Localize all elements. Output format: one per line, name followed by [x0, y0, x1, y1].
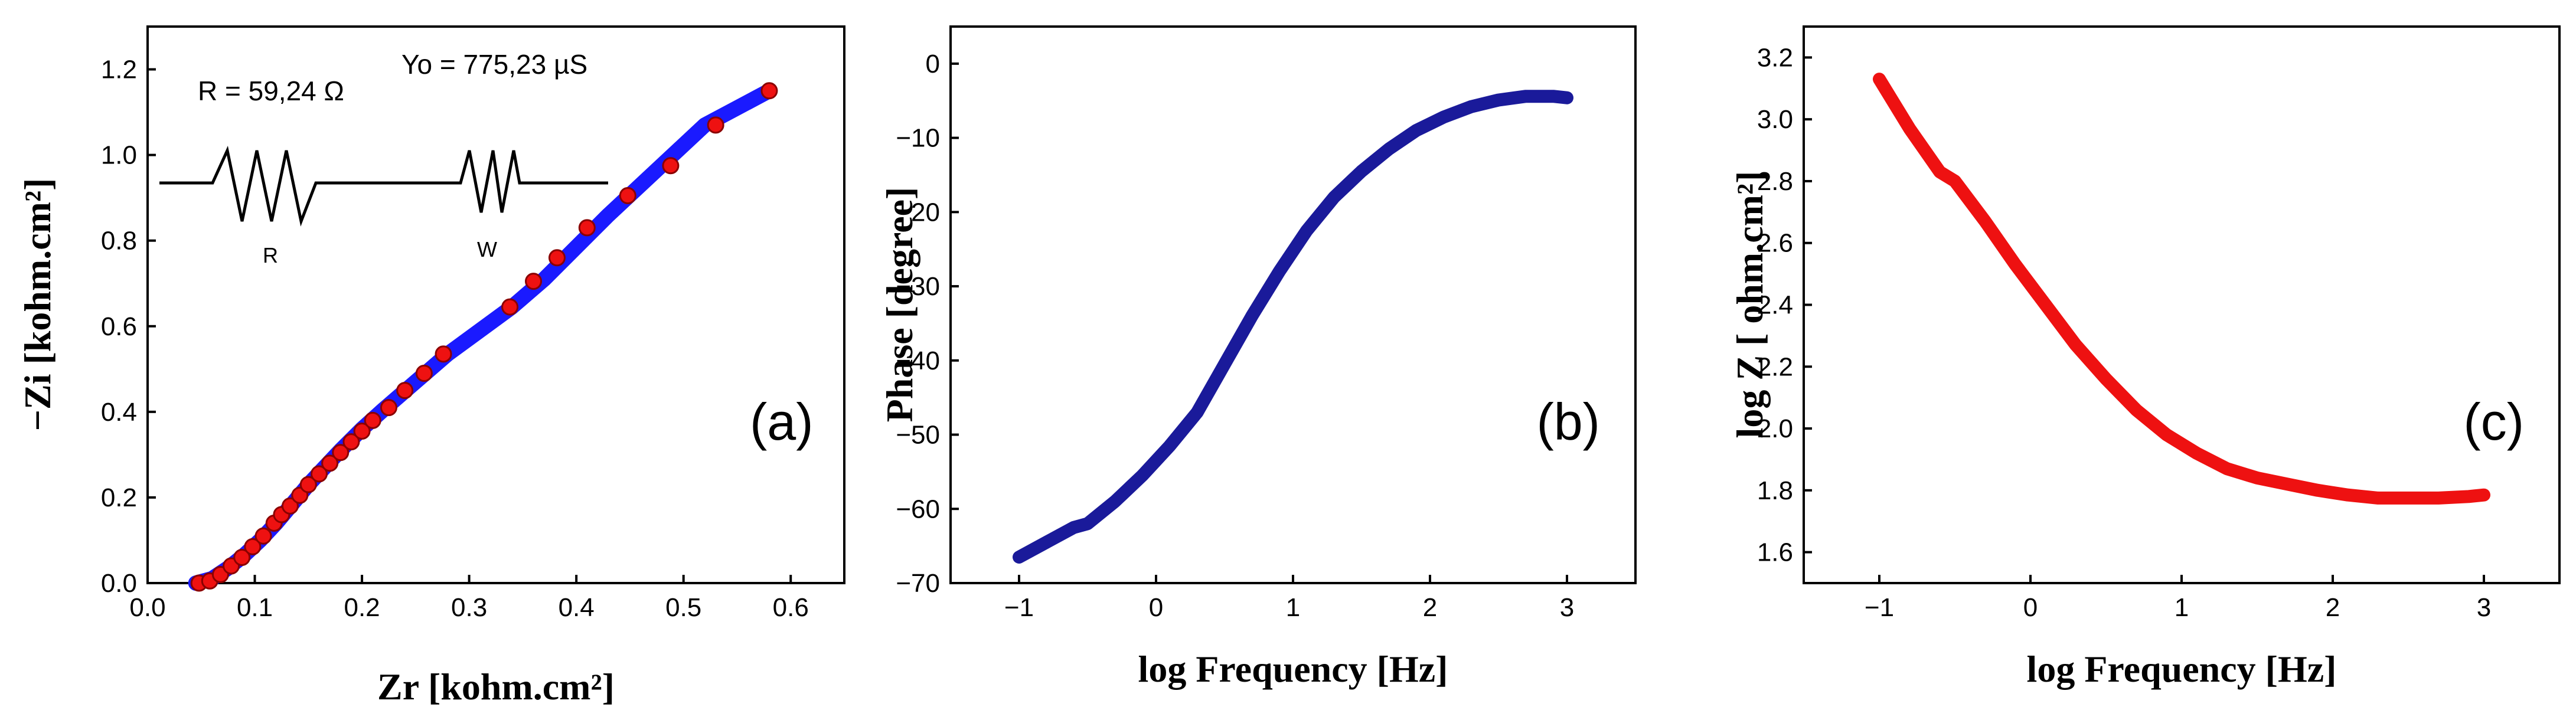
x-tick-label-b: −1	[1004, 593, 1034, 622]
y-tick-label-c: 3.0	[1757, 105, 1793, 134]
y-tick-label-c: 2.4	[1757, 291, 1793, 320]
data-point-experimental	[353, 422, 371, 440]
data-point-experimental	[525, 273, 543, 290]
y-tick-label-b: −20	[896, 198, 940, 227]
panel-c: −1 0 1 2 3 1.6 1.8 2.0 2.2 2.4 2.6 2.8 3.0 3.2 (c) lo…	[1729, 25, 2561, 690]
y-axis-title-b: Phase [degree]	[879, 187, 920, 423]
inset-w-label: W	[477, 237, 497, 261]
y-axis-title-c: log Z [ ohm.cm²]	[1729, 171, 1771, 438]
data-point-experimental	[501, 298, 519, 316]
data-point-experimental	[415, 365, 433, 382]
plot-frame-b	[949, 25, 1637, 584]
x-tick-label-b: 0	[1149, 593, 1163, 622]
x-tick-label-a: 0.0	[129, 593, 165, 622]
axis-ticks-b: −1 0 1 2 3−70−60−50−40−30−20−100	[896, 50, 1574, 622]
data-point-experimental	[332, 444, 350, 462]
data-point-experimental	[233, 548, 251, 566]
inset-r-label: R	[263, 243, 278, 267]
axis-ticks-c: −1 0 1 2 3 1.6 1.8 2.0 2.2 2.4 2.6 2.8 3.0 3.2	[1757, 43, 2491, 622]
x-tick-label-b: 1	[1286, 593, 1300, 622]
data-point-experimental	[435, 345, 452, 363]
x-tick-label-c: 1	[2175, 593, 2189, 622]
panel-label-a: (a)	[750, 392, 814, 451]
data-point-experimental	[707, 116, 724, 134]
data-point-experimental	[364, 411, 381, 429]
data-point-experimental	[396, 382, 414, 400]
x-tick-label-a: 0.1	[237, 593, 273, 622]
y-tick-label-b: 0	[926, 50, 940, 78]
y-tick-label-b: −60	[896, 495, 940, 523]
x-tick-label-a: 0.3	[451, 593, 487, 622]
x-tick-label-a: 0.5	[665, 593, 701, 622]
resistor-symbol	[159, 146, 608, 227]
y-tick-label-c: 2.2	[1757, 352, 1793, 381]
y-tick-label-c: 2.8	[1757, 167, 1793, 196]
x-tick-label-a: 0.2	[344, 593, 380, 622]
y-tick-label-c: 3.2	[1757, 43, 1793, 72]
panel-label-b: (b)	[1536, 392, 1600, 451]
plot-frame-a	[146, 25, 845, 584]
data-point-experimental	[342, 433, 360, 451]
y-tick-label-a: 1.0	[101, 141, 137, 170]
panel-label-c: (c)	[2463, 392, 2524, 451]
y-tick-label-a: 0.0	[101, 569, 137, 598]
x-axis-title-b: log Frequency [Hz]	[1138, 648, 1448, 690]
data-point-experimental	[578, 219, 596, 237]
data-point-experimental	[310, 465, 328, 483]
panel-a: 0.0 0.1 0.2 0.3 0.4 0.5 0.6 0.0 0.2 0.4 0.6 0.8 1.0 1…	[17, 25, 845, 708]
data-point-experimental	[760, 82, 778, 100]
x-tick-label-c: 3	[2477, 593, 2491, 622]
y-tick-label-b: −40	[896, 346, 940, 375]
x-tick-label-c: −1	[1865, 593, 1894, 622]
data-series-a	[188, 82, 778, 592]
x-tick-label-c: 0	[2023, 593, 2038, 622]
x-tick-label-b: 3	[1560, 593, 1574, 622]
series-line-logZ	[1873, 73, 2490, 505]
y-tick-label-b: −10	[896, 124, 940, 153]
data-point-experimental	[619, 187, 636, 205]
series-line-phase	[1013, 90, 1573, 564]
y-tick-label-b: −50	[896, 421, 940, 450]
y-tick-label-b: −70	[896, 569, 940, 598]
y-tick-label-a: 1.2	[101, 55, 137, 84]
x-axis-title-a: Zr [kohm.cm²]	[377, 666, 615, 708]
x-tick-label-a: 0.6	[773, 593, 809, 622]
equivalent-circuit-inset: R = 59,24 Ω Yo = 775,23 µS R W	[159, 49, 608, 267]
data-point-experimental	[299, 476, 317, 493]
data-point-experimental	[254, 527, 272, 545]
data-point-experimental	[281, 497, 299, 515]
panel-b: −1 0 1 2 3−70−60−50−40−30−20−100 (b) log Fre…	[879, 25, 1637, 690]
x-tick-label-c: 2	[2326, 593, 2340, 622]
axis-ticks-a: 0.0 0.1 0.2 0.3 0.4 0.5 0.6 0.0 0.2 0.4 0.6 0.8 1.0 1…	[101, 55, 809, 622]
inset-yo-value: Yo = 775,23 µS	[401, 49, 587, 80]
data-series-c	[1873, 73, 2490, 505]
data-series-b	[1013, 90, 1573, 564]
y-tick-label-c: 1.8	[1757, 476, 1793, 505]
data-point-experimental	[548, 249, 566, 267]
data-point-experimental	[321, 454, 339, 472]
y-axis-title-a: −Zi [kohm.cm²]	[17, 178, 58, 431]
y-tick-label-a: 0.4	[101, 398, 137, 427]
x-axis-title-c: log Frequency [Hz]	[2027, 648, 2337, 690]
y-tick-label-a: 0.2	[101, 483, 137, 512]
y-tick-label-a: 0.8	[101, 227, 137, 256]
data-point-experimental	[380, 399, 397, 417]
y-tick-label-c: 2.6	[1757, 229, 1793, 258]
x-tick-label-a: 0.4	[559, 593, 595, 622]
data-point-experimental	[662, 157, 680, 175]
y-tick-label-c: 2.0	[1757, 414, 1793, 443]
y-tick-label-b: −30	[896, 272, 940, 301]
y-tick-label-c: 1.6	[1757, 538, 1793, 567]
x-tick-label-b: 2	[1423, 593, 1437, 622]
y-tick-label-a: 0.6	[101, 312, 137, 341]
data-point-experimental	[244, 538, 262, 555]
inset-r-value: R = 59,24 Ω	[198, 76, 344, 106]
